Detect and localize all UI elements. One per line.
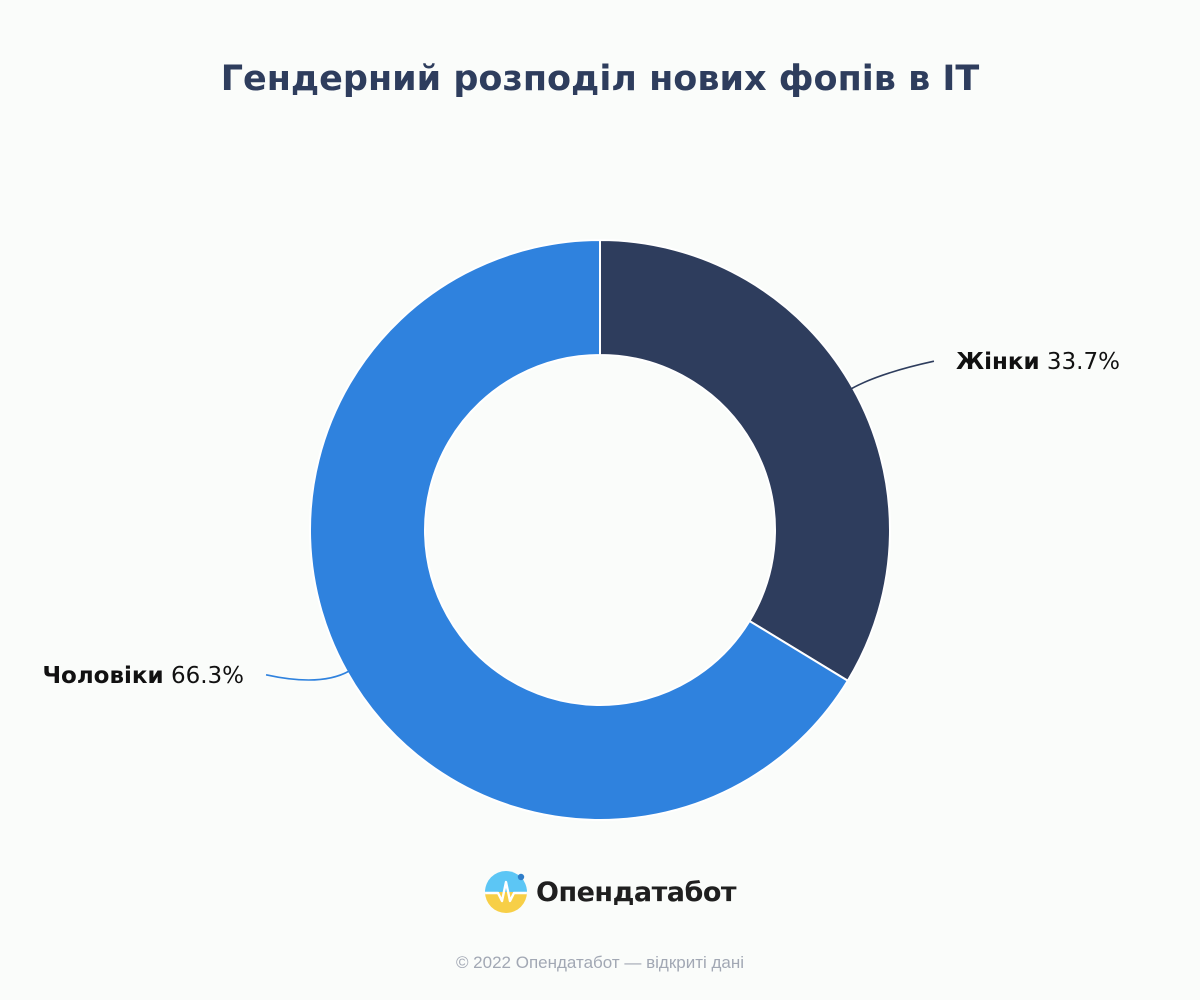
brand: Опендатабот [484,870,737,914]
donut-slice-2[interactable] [309,238,850,821]
slice-category-label: Жінки [956,349,1040,375]
label-connector-1 [850,360,935,390]
chart-title: Гендерний розподіл нових фопів в IT [220,59,980,99]
opendatabot-logo-icon [485,871,527,913]
slice-category-label: Чоловіки [42,663,163,689]
slice-label-2: Чоловіки 66.3% [42,663,244,689]
brand-name: Опендатабот [536,876,737,908]
donut-slice-1[interactable] [599,238,891,683]
slice-label-1: Жінки 33.7% [956,349,1120,375]
slice-value-label: 33.7% [1040,349,1120,375]
copyright-credit: © 2022 Опендатабот — відкриті дані [455,953,745,972]
label-connector-2 [265,670,350,681]
slice-value-label: 66.3% [164,663,244,689]
